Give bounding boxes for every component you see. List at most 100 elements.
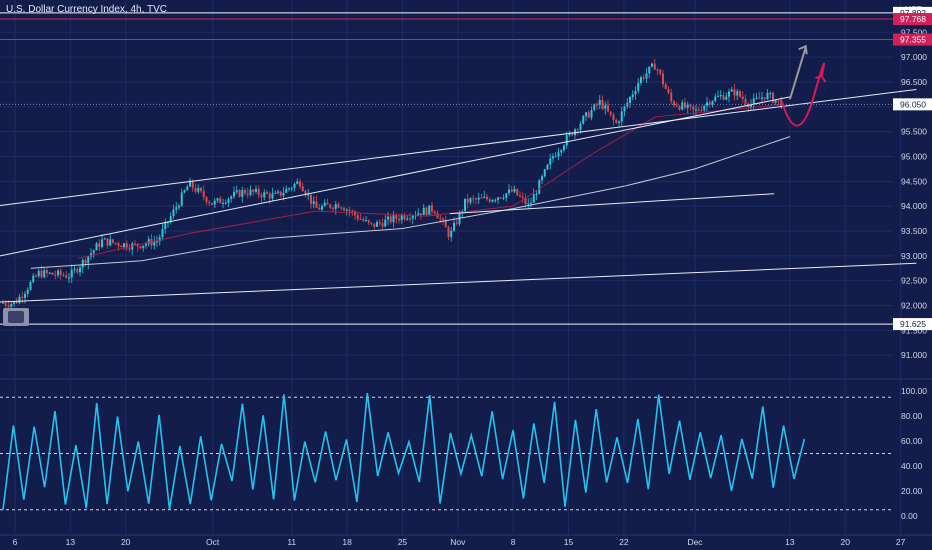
candle-body [464, 198, 466, 212]
candle-body [21, 296, 24, 298]
candle-body [670, 92, 673, 102]
candle-body [618, 121, 620, 123]
candle-body [282, 192, 285, 196]
candle-body [321, 206, 323, 210]
candle-body [607, 105, 609, 112]
price-level-tag [893, 33, 932, 46]
candle-body [439, 218, 442, 220]
candle-body [142, 245, 145, 249]
candle-body [499, 197, 502, 199]
candle-body [205, 196, 208, 203]
candle-body [32, 275, 35, 282]
candle-body [769, 92, 772, 94]
candle-body [761, 97, 763, 99]
candle-body [700, 110, 703, 112]
candle-body [202, 190, 205, 197]
candle-body [706, 102, 708, 106]
candle-body [612, 114, 615, 121]
candle-body [312, 201, 315, 204]
candle-body [730, 89, 733, 92]
candle-body [211, 203, 213, 205]
candle-body [26, 289, 29, 294]
candle-body [343, 208, 345, 211]
price-level-tag [893, 98, 932, 111]
candle-body [532, 194, 535, 203]
candle-body [123, 243, 125, 248]
candle-body [510, 189, 513, 192]
y-tick-label: 94.500 [901, 176, 927, 186]
candle-body [315, 201, 318, 208]
candle-body [590, 110, 593, 118]
candle-body [629, 97, 631, 103]
candle-body [233, 191, 235, 197]
candle-body [502, 197, 505, 199]
candle-body [417, 213, 420, 216]
candle-body [227, 198, 230, 203]
candle-body [2, 302, 4, 304]
candle-body [428, 205, 431, 215]
candle-body [35, 275, 37, 277]
candle-body [255, 188, 257, 192]
candle-body [695, 109, 697, 111]
x-tick-label: Nov [450, 537, 466, 547]
x-tick-label: 8 [511, 537, 516, 547]
candle-body [81, 259, 84, 268]
y-tick-label: 97.000 [901, 52, 927, 62]
candle-body [213, 200, 216, 205]
candle-body [351, 211, 354, 213]
candle-body [431, 205, 433, 212]
candle-body [147, 239, 150, 244]
candle-body [54, 274, 57, 276]
candle-body [488, 199, 491, 202]
candle-body [642, 77, 645, 79]
candle-body [450, 230, 453, 237]
candle-body [103, 238, 106, 240]
candle-body [774, 100, 777, 103]
candle-body [279, 191, 282, 196]
price-level-tag-label: 96.050 [900, 99, 926, 109]
candle-body [664, 84, 667, 89]
candle-body [697, 109, 700, 111]
candle-body [180, 192, 183, 206]
x-tick-label: 15 [564, 537, 574, 547]
x-tick-label: 25 [398, 537, 408, 547]
projection-curve-head [815, 74, 827, 83]
candle-body [48, 272, 51, 274]
candle-body [252, 189, 255, 192]
candle-body [763, 97, 766, 100]
candle-body [117, 243, 120, 246]
candle-body [579, 123, 582, 130]
projection-curve [781, 62, 826, 127]
candle-body [477, 197, 480, 200]
candle-body [513, 188, 516, 192]
candle-body [777, 100, 780, 102]
candle-body [609, 111, 612, 115]
x-tick-label: 18 [342, 537, 352, 547]
candle-body [274, 192, 277, 194]
candle-body [304, 191, 307, 196]
candle-body [604, 105, 607, 109]
candle-body [552, 156, 554, 159]
candle-body [57, 270, 59, 276]
x-tick-label: Dec [687, 537, 703, 547]
candle-body [560, 150, 563, 153]
candle-body [549, 158, 552, 165]
candle-body [145, 243, 147, 246]
x-tick-label: 13 [785, 537, 795, 547]
candle-body [543, 169, 546, 177]
candle-body [587, 112, 590, 118]
candle-body [106, 238, 109, 246]
y-tick-label: 92.000 [901, 300, 927, 310]
candle-body [733, 89, 736, 96]
price-level-tag-label: 97.355 [900, 35, 926, 45]
candle-body [722, 95, 725, 100]
candle-body [18, 296, 21, 304]
candle-body [466, 198, 469, 203]
candle-body [246, 193, 249, 195]
candle-body [299, 181, 301, 187]
price-level-tag-label: 91.625 [900, 319, 926, 329]
trendline [0, 88, 917, 207]
candle-body [46, 270, 48, 273]
candle-body [406, 218, 409, 220]
